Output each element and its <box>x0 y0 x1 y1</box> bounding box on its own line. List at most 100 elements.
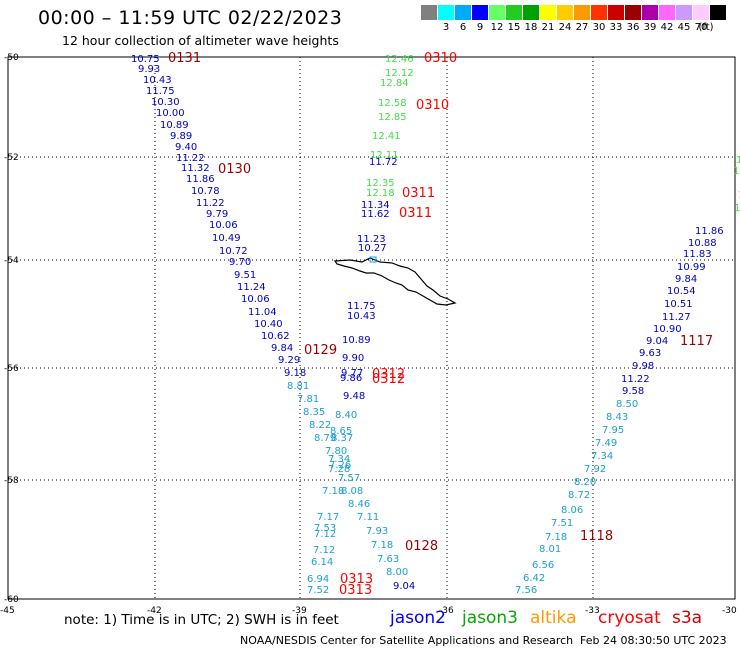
legend-tick-label: 3 <box>442 22 450 33</box>
longitude-label: -45 <box>0 606 15 616</box>
wave-height-label: 12.58 <box>378 98 407 109</box>
wave-height-label: 12.85 <box>378 112 407 123</box>
wave-height-label: 11.22 <box>621 374 650 385</box>
legend-swatch <box>659 5 675 20</box>
wave-height-label: 10.51 <box>664 299 693 310</box>
wave-height-label: 10.90 <box>653 324 682 335</box>
pass-time-label: 0313 <box>339 583 372 598</box>
wave-height-label: 9.98 <box>632 361 654 372</box>
pass-time-label: 0313 <box>340 572 373 587</box>
wave-height-label: 7.56 <box>515 585 537 596</box>
legend-tick-label: 36 <box>626 22 640 33</box>
wave-height-label: 11.22 <box>196 198 225 209</box>
pass-time-label: 0311 <box>402 186 435 201</box>
wave-height-label: 6.56 <box>532 560 554 571</box>
wave-height-label: 10.30 <box>151 97 180 108</box>
wave-height-label: 9.04 <box>393 581 415 592</box>
wave-height-label: 7.57 <box>338 473 360 484</box>
wave-height-label: 7.12 <box>313 545 335 556</box>
pass-time-label: 0130 <box>218 162 251 177</box>
wave-height-label: 8.00 <box>386 567 408 578</box>
wave-height-label: 9.90 <box>342 353 364 364</box>
legend-tick-label: 45 <box>677 22 691 33</box>
legend-swatch <box>540 5 556 20</box>
wave-height-label: 10.06 <box>209 220 238 231</box>
legend-swatch <box>693 5 709 20</box>
island-outline <box>333 257 457 306</box>
latitude-label: -56 <box>4 364 19 374</box>
wave-height-label: 6.14 <box>311 557 333 568</box>
legend-tick-label: 6 <box>459 22 467 33</box>
longitude-label: -36 <box>439 606 454 616</box>
legend-tick-label: 12 <box>490 22 504 33</box>
wave-height-label: 8.72 <box>568 490 590 501</box>
pass-time-label: 0310 <box>416 98 449 113</box>
wave-height-label: 7.49 <box>595 438 617 449</box>
legend-swatch <box>557 5 573 20</box>
wave-height-label: 11.32 <box>181 163 210 174</box>
wave-height-label: 7.93 <box>366 526 388 537</box>
wave-height-label: 10.89 <box>342 335 371 346</box>
wave-height-label: 7.80 <box>325 446 347 457</box>
wave-height-label: 9.40 <box>175 142 197 153</box>
pass-time-label: 0312 <box>372 367 405 382</box>
wave-height-label: 8.43 <box>606 412 628 423</box>
wave-height-label: 7.63 <box>377 554 399 565</box>
longitude-label: -33 <box>585 606 600 616</box>
wave-height-label: 12.46 <box>385 54 414 65</box>
wave-height-label: 7.95 <box>602 425 624 436</box>
pass-time-label: 0311 <box>399 206 432 221</box>
footer-note: note: 1) Time is in UTC; 2) SWH is in fe… <box>64 612 339 628</box>
legend-swatch <box>642 5 658 20</box>
wave-height-label: 12.18 <box>366 188 395 199</box>
wave-height-label: 11.75 <box>347 301 376 312</box>
legend-swatch <box>489 5 505 20</box>
wave-height-label: 7.18 <box>322 486 344 497</box>
wave-height-label: 8.06 <box>561 505 583 516</box>
legend-cryosat: cryosat <box>598 608 661 628</box>
legend-tick-label: 15 <box>507 22 521 33</box>
wave-height-label: 10.27 <box>358 243 387 254</box>
wave-height-label: 7.34 <box>328 454 350 465</box>
pass-time-label: 0312 <box>372 372 405 387</box>
legend-jason3: jason3 <box>462 608 518 628</box>
wave-height-label: 9.63 <box>639 348 661 359</box>
wave-height-label: 7.34 <box>591 451 613 462</box>
legend-altika: altika <box>530 608 577 628</box>
generation-timestamp: Feb 24 08:30:50 UTC 2023 <box>580 634 727 647</box>
latitude-label: -52 <box>4 153 19 163</box>
wave-height-label: 10.62 <box>261 331 290 342</box>
longitude-label: -30 <box>722 606 737 616</box>
wave-height-label: 12.12 <box>385 68 414 79</box>
legend-swatch <box>472 5 488 20</box>
wave-height-label: 10.72 <box>219 246 248 257</box>
latitude-label: -50 <box>4 53 19 63</box>
latitude-label: -54 <box>4 256 19 266</box>
legend-swatch <box>574 5 590 20</box>
wave-height-label: 9.04 <box>646 336 668 347</box>
wave-height-label: 10.40 <box>254 319 283 330</box>
latitude-label: -60 <box>4 595 19 605</box>
wave-height-label: 9.86 <box>340 373 362 384</box>
wave-height-label: 13 <box>733 166 740 177</box>
wave-height-label: 7.53 <box>314 523 336 534</box>
wave-height-label: 7.52 <box>307 585 329 596</box>
wave-height-label: 9.84 <box>271 343 293 354</box>
wave-height-label: 7.17 <box>317 512 339 523</box>
legend-swatch <box>455 5 471 20</box>
wave-height-label: 11.86 <box>186 174 215 185</box>
pass-time-label: 0310 <box>424 51 457 66</box>
pass-time-label: 0129 <box>304 343 337 358</box>
wave-height-label: 10.06 <box>241 294 270 305</box>
wave-height-label: 10.89 <box>160 120 189 131</box>
wave-height-label: 9.79 <box>206 209 228 220</box>
wave-height-label: 12.41 <box>372 131 401 142</box>
wave-height-label: 11.86 <box>695 226 724 237</box>
wave-height-label: 9.18 <box>284 368 306 379</box>
wave-height-label: 11.34 <box>361 200 390 211</box>
wave-height-label: 11.72 <box>369 157 398 168</box>
wave-height-label: 11.27 <box>662 312 691 323</box>
wave-height-label: 7.28 <box>328 464 350 475</box>
wave-height-label: 8.35 <box>303 407 325 418</box>
wave-height-label: 12.72 <box>738 190 740 201</box>
